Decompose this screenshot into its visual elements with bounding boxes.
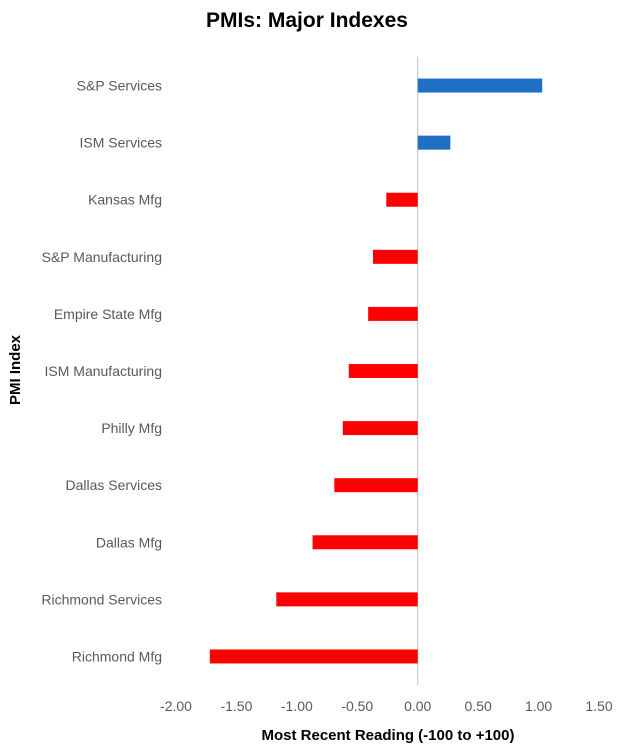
bar-ism-manufacturing bbox=[348, 364, 418, 378]
bar-richmond-mfg bbox=[209, 649, 418, 664]
bar-richmond-services bbox=[276, 592, 418, 607]
category-label: Philly Mfg bbox=[101, 420, 162, 436]
category-label: Empire State Mfg bbox=[54, 306, 162, 322]
category-label: Richmond Services bbox=[41, 591, 162, 607]
bar-dallas-mfg bbox=[312, 535, 418, 550]
bar-empire-state-mfg bbox=[368, 306, 418, 321]
bar-s-p-manufacturing bbox=[372, 249, 418, 264]
x-tick-label: -2.00 bbox=[160, 698, 192, 714]
bar-philly-mfg bbox=[342, 421, 418, 436]
bar-s-p-services bbox=[417, 78, 543, 93]
x-tick-label: -0.50 bbox=[341, 698, 373, 714]
category-label: S&P Manufacturing bbox=[42, 249, 162, 265]
x-axis-title: Most Recent Reading (-100 to +100) bbox=[262, 727, 515, 744]
category-label: Dallas Mfg bbox=[96, 534, 162, 550]
x-tick-label: 1.00 bbox=[525, 698, 552, 714]
x-tick-label: 0.00 bbox=[404, 698, 431, 714]
category-label: Dallas Services bbox=[66, 477, 162, 493]
bars-group bbox=[209, 78, 543, 664]
x-tick-labels: -2.00 -1.50 -1.00 -0.50 0.00 0.50 1.00 1.50 bbox=[160, 698, 613, 714]
category-labels: S&P Services ISM Services Kansas Mfg S&P Ma… bbox=[41, 78, 162, 665]
x-tick-label: 0.50 bbox=[465, 698, 492, 714]
category-label: ISM Manufacturing bbox=[45, 363, 163, 379]
x-tick-label: 1.50 bbox=[585, 698, 612, 714]
category-label: S&P Services bbox=[77, 78, 162, 94]
y-axis-title: PMI Index bbox=[7, 334, 24, 405]
bar-dallas-services bbox=[334, 478, 418, 493]
category-label: ISM Services bbox=[80, 135, 162, 151]
x-tick-label: -1.00 bbox=[281, 698, 313, 714]
bar-ism-services bbox=[417, 135, 451, 150]
x-tick-label: -1.50 bbox=[220, 698, 252, 714]
category-label: Kansas Mfg bbox=[88, 192, 162, 208]
category-label: Richmond Mfg bbox=[72, 648, 162, 664]
bar-kansas-mfg bbox=[386, 192, 418, 207]
chart-title: PMIs: Major Indexes bbox=[206, 9, 408, 32]
